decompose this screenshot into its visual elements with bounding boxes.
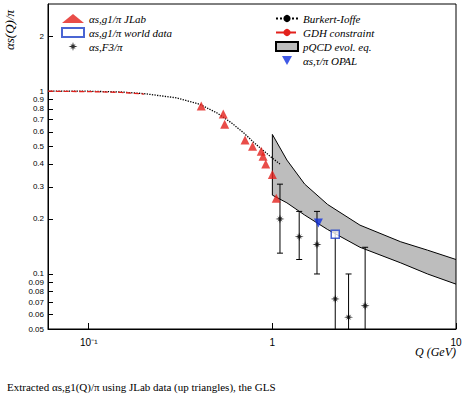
svg-text:1: 1 <box>270 337 276 348</box>
svg-text:αs(Q)/π: αs(Q)/π <box>2 10 17 51</box>
svg-text:0.8: 0.8 <box>33 104 45 113</box>
svg-text:0.1: 0.1 <box>33 269 45 278</box>
svg-text:0.4: 0.4 <box>33 159 45 168</box>
svg-text:2: 2 <box>40 32 45 41</box>
svg-text:10: 10 <box>450 337 462 348</box>
svg-text:0.06: 0.06 <box>28 310 44 319</box>
svg-text:0.2: 0.2 <box>33 214 45 223</box>
svg-text:0.6: 0.6 <box>33 127 45 136</box>
svg-text:αs,g1/π world data: αs,g1/π world data <box>89 27 173 39</box>
svg-text:0.08: 0.08 <box>28 287 44 296</box>
svg-text:0.09: 0.09 <box>28 278 44 287</box>
svg-text:αs,g1/π JLab: αs,g1/π JLab <box>89 13 147 25</box>
svg-text:1: 1 <box>40 87 45 96</box>
svg-text:0.7: 0.7 <box>33 115 45 124</box>
svg-text:GDH constraint: GDH constraint <box>303 27 375 39</box>
svg-text:αs,F3/π: αs,F3/π <box>89 41 123 53</box>
svg-text:0.5: 0.5 <box>33 142 45 151</box>
svg-text:Burkert-Ioffe: Burkert-Ioffe <box>303 13 361 25</box>
svg-text:Extracted αs,g1(Q)/π using JLa: Extracted αs,g1(Q)/π using JLab data (up… <box>7 381 276 394</box>
svg-text:αs,τ/π OPAL: αs,τ/π OPAL <box>303 55 357 67</box>
svg-text:Q (GeV): Q (GeV) <box>415 345 456 359</box>
svg-text:pQCD evol. eq.: pQCD evol. eq. <box>302 41 371 53</box>
svg-text:10⁻¹: 10⁻¹ <box>80 337 98 348</box>
svg-text:0.07: 0.07 <box>28 298 44 307</box>
svg-text:0.05: 0.05 <box>28 325 44 334</box>
svg-text:0.9: 0.9 <box>33 95 45 104</box>
svg-text:0.3: 0.3 <box>33 182 45 191</box>
